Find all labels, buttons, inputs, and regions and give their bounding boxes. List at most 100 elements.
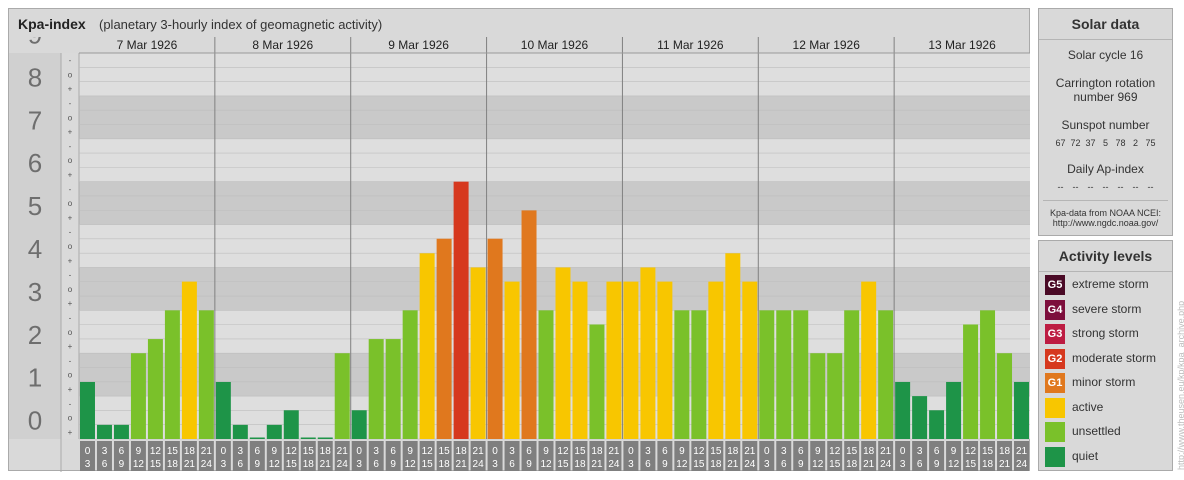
interval-start-label: 0 — [492, 446, 498, 457]
kp-bar — [674, 310, 690, 439]
interval-label-box — [232, 441, 248, 471]
interval-end-label: 3 — [764, 459, 770, 470]
data-source-link[interactable]: http://www.ngdc.noaa.gov/ — [1052, 218, 1159, 228]
kp-bar — [80, 381, 95, 439]
interval-label-box — [504, 441, 520, 471]
interval-end-label: 15 — [557, 459, 569, 470]
carrington-label: Carrington rotation — [1055, 76, 1156, 90]
kp-bar — [164, 310, 180, 439]
interval-label-box — [759, 441, 775, 471]
legend-label: unsettled — [1072, 424, 1121, 438]
interval-end-label: 21 — [456, 459, 468, 470]
interval-label-box — [827, 441, 843, 471]
kp-bar — [317, 437, 333, 439]
kp-bar — [300, 437, 316, 439]
minor-tick-label: - — [69, 185, 72, 194]
activity-levels-title: Activity levels — [1039, 241, 1172, 272]
interval-start-label: 3 — [645, 446, 651, 457]
sunspot-value: 5 — [1102, 138, 1108, 148]
kp-bar — [997, 353, 1013, 439]
minor-tick-label: + — [68, 342, 73, 351]
kp-bar — [402, 310, 418, 439]
interval-label-box — [80, 441, 95, 471]
minor-tick-label: - — [69, 56, 72, 65]
minor-tick-label: + — [68, 128, 73, 137]
legend-label: quiet — [1072, 448, 1099, 463]
y-tick-label: 0 — [28, 406, 42, 436]
kp-bar — [385, 339, 401, 439]
sunspot-value: 67 — [1055, 138, 1066, 148]
kp-bar — [793, 310, 809, 439]
legend-label: severe storm — [1072, 301, 1142, 316]
interval-end-label: 9 — [662, 459, 668, 470]
interval-start-label: 3 — [917, 446, 923, 457]
sunspot-value: 72 — [1070, 138, 1081, 148]
interval-start-label: 9 — [815, 446, 821, 457]
kp-bar — [589, 324, 605, 439]
interval-end-label: 3 — [85, 459, 91, 470]
kp-bar — [827, 353, 843, 439]
kp-bar — [147, 339, 163, 439]
interval-start-label: 15 — [574, 446, 586, 457]
kp-bar — [266, 424, 282, 439]
interval-start-label: 6 — [526, 446, 532, 457]
interval-end-label: 12 — [812, 459, 824, 470]
kp-bar — [487, 238, 503, 439]
legend-label: extreme storm — [1072, 277, 1149, 291]
interval-start-label: 0 — [764, 446, 770, 457]
interval-start-label: 6 — [934, 446, 940, 457]
kp-bar — [946, 381, 962, 439]
kp-bar — [351, 410, 367, 439]
legend-label: moderate storm — [1072, 350, 1157, 365]
interval-start-label: 21 — [880, 446, 892, 457]
interval-label-box — [606, 441, 622, 471]
interval-start-label: 9 — [951, 446, 957, 457]
interval-label-box — [674, 441, 690, 471]
interval-label-box — [555, 441, 571, 471]
interval-end-label: 24 — [201, 459, 213, 470]
kp-bar — [912, 396, 928, 439]
interval-label-box — [181, 441, 197, 471]
interval-end-label: 9 — [390, 459, 396, 470]
interval-start-label: 15 — [710, 446, 722, 457]
kp-bar — [708, 281, 724, 439]
interval-label-box — [538, 441, 554, 471]
kp-bar — [878, 310, 894, 439]
interval-end-label: 6 — [645, 459, 651, 470]
kp-bar — [198, 310, 214, 439]
interval-start-label: 12 — [422, 446, 434, 457]
kp-bar — [470, 267, 486, 439]
ap-index-values: -- -- -- -- -- -- -- — [1039, 182, 1172, 192]
interval-label-box — [198, 441, 214, 471]
interval-end-label: 18 — [574, 459, 586, 470]
chart-title-bar: Kpa-index (planetary 3-hourly index of g… — [9, 9, 1029, 37]
plot-band — [79, 181, 1030, 225]
kp-bar — [742, 281, 758, 439]
interval-start-label: 18 — [863, 446, 875, 457]
interval-end-label: 21 — [999, 459, 1011, 470]
interval-end-label: 3 — [900, 459, 906, 470]
interval-end-label: 12 — [405, 459, 417, 470]
interval-end-label: 18 — [439, 459, 451, 470]
y-tick-label: 5 — [28, 191, 42, 221]
interval-end-label: 3 — [628, 459, 634, 470]
interval-end-label: 6 — [373, 459, 379, 470]
interval-start-label: 9 — [136, 446, 142, 457]
interval-start-label: 3 — [781, 446, 787, 457]
kp-bar — [776, 310, 792, 439]
interval-label-box — [147, 441, 163, 471]
interval-start-label: 15 — [846, 446, 858, 457]
kp-bar — [691, 310, 707, 439]
plot-band — [79, 138, 1030, 182]
interval-label-box — [810, 441, 826, 471]
ap-value: -- — [1132, 182, 1139, 192]
minor-tick-label: o — [68, 328, 73, 337]
interval-start-label: 21 — [1016, 446, 1028, 457]
interval-label-box — [351, 441, 367, 471]
plot-band — [79, 224, 1030, 268]
kp-bar — [759, 310, 775, 439]
interval-start-label: 12 — [965, 446, 977, 457]
interval-start-label: 6 — [662, 446, 668, 457]
interval-label-box — [402, 441, 418, 471]
interval-label-box — [946, 441, 962, 471]
